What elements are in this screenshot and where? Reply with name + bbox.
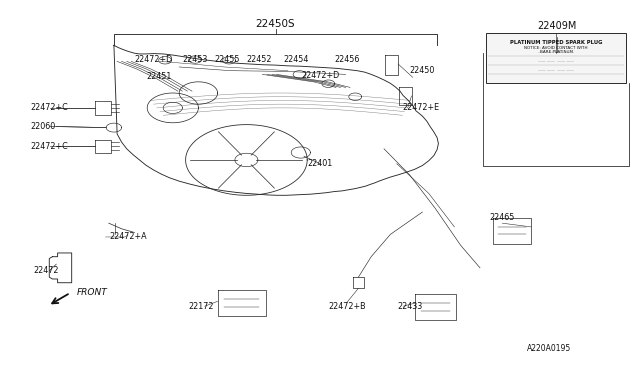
Text: 22452: 22452 [246, 55, 272, 64]
Text: 22433: 22433 [397, 302, 422, 311]
Text: 22450: 22450 [410, 66, 435, 75]
Text: 22455: 22455 [214, 55, 240, 64]
Text: 22472+E: 22472+E [402, 103, 439, 112]
Text: 22472+B: 22472+B [328, 302, 365, 311]
Text: 22472: 22472 [33, 266, 59, 275]
Text: 22409M: 22409M [537, 21, 577, 31]
Text: BARE PLATINUM: BARE PLATINUM [540, 50, 573, 54]
Text: 22472+C: 22472+C [31, 142, 68, 151]
Text: 22172: 22172 [189, 302, 214, 311]
Text: 22453: 22453 [182, 55, 208, 64]
Text: 22472+C: 22472+C [31, 103, 68, 112]
Text: —— ——  —— ——: —— —— —— —— [538, 59, 574, 63]
Text: 22060: 22060 [31, 122, 56, 131]
Text: NOTICE: AVOID CONTACT WITH: NOTICE: AVOID CONTACT WITH [524, 46, 588, 50]
Text: —— ——  —— ——: —— —— —— —— [538, 68, 574, 72]
Text: 22472+D: 22472+D [301, 71, 339, 80]
Text: 22465: 22465 [490, 213, 515, 222]
Text: FRONT: FRONT [77, 288, 108, 296]
Text: A220A0195: A220A0195 [527, 344, 572, 353]
Text: 22454: 22454 [283, 55, 308, 64]
Bar [486, 33, 626, 83]
Text: 22451: 22451 [146, 72, 172, 81]
Text: 22401: 22401 [307, 159, 333, 168]
Text: 22472+A: 22472+A [109, 232, 147, 241]
Text: 22472+D: 22472+D [134, 55, 173, 64]
Text: 22456: 22456 [335, 55, 360, 64]
Text: —— ——  —— ——: —— —— —— —— [538, 50, 574, 54]
Text: 22450S: 22450S [256, 19, 295, 29]
Text: PLATINUM TIPPED SPARK PLUG: PLATINUM TIPPED SPARK PLUG [510, 40, 602, 45]
